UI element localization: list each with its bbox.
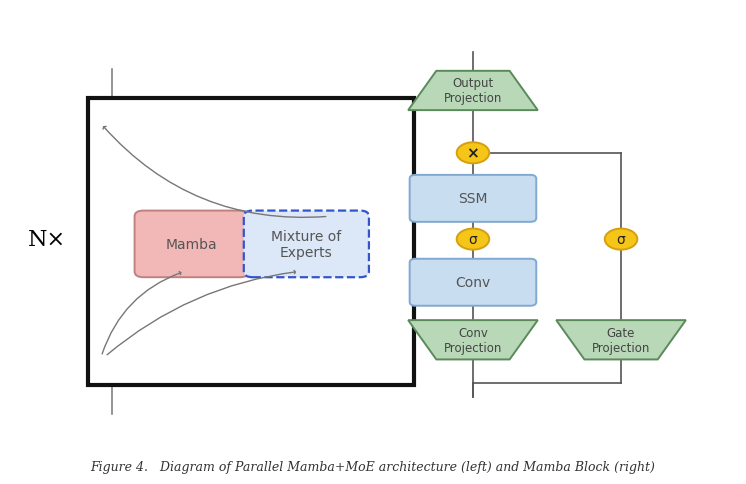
- Text: Mamba: Mamba: [166, 238, 217, 251]
- Text: Conv
Projection: Conv Projection: [444, 326, 502, 354]
- Text: σ: σ: [468, 233, 477, 246]
- Text: ×: ×: [466, 146, 480, 161]
- Text: Output
Projection: Output Projection: [444, 77, 502, 105]
- FancyBboxPatch shape: [410, 176, 536, 222]
- Text: Mixture of
Experts: Mixture of Experts: [272, 229, 342, 259]
- FancyBboxPatch shape: [134, 211, 248, 278]
- FancyBboxPatch shape: [244, 211, 369, 278]
- Polygon shape: [557, 320, 686, 360]
- Text: Conv: Conv: [455, 276, 491, 289]
- Text: Gate
Projection: Gate Projection: [592, 326, 651, 354]
- Circle shape: [457, 143, 489, 164]
- Circle shape: [605, 229, 637, 250]
- Text: SSM: SSM: [458, 192, 488, 206]
- Text: Figure 4.   Diagram of Parallel Mamba+MoE architecture (left) and Mamba Block (r: Figure 4. Diagram of Parallel Mamba+MoE …: [90, 460, 656, 473]
- Polygon shape: [408, 72, 538, 111]
- Text: N×: N×: [28, 228, 66, 251]
- Circle shape: [457, 229, 489, 250]
- Text: σ: σ: [617, 233, 625, 246]
- FancyBboxPatch shape: [410, 259, 536, 306]
- Bar: [88, 98, 414, 386]
- Polygon shape: [408, 320, 538, 360]
